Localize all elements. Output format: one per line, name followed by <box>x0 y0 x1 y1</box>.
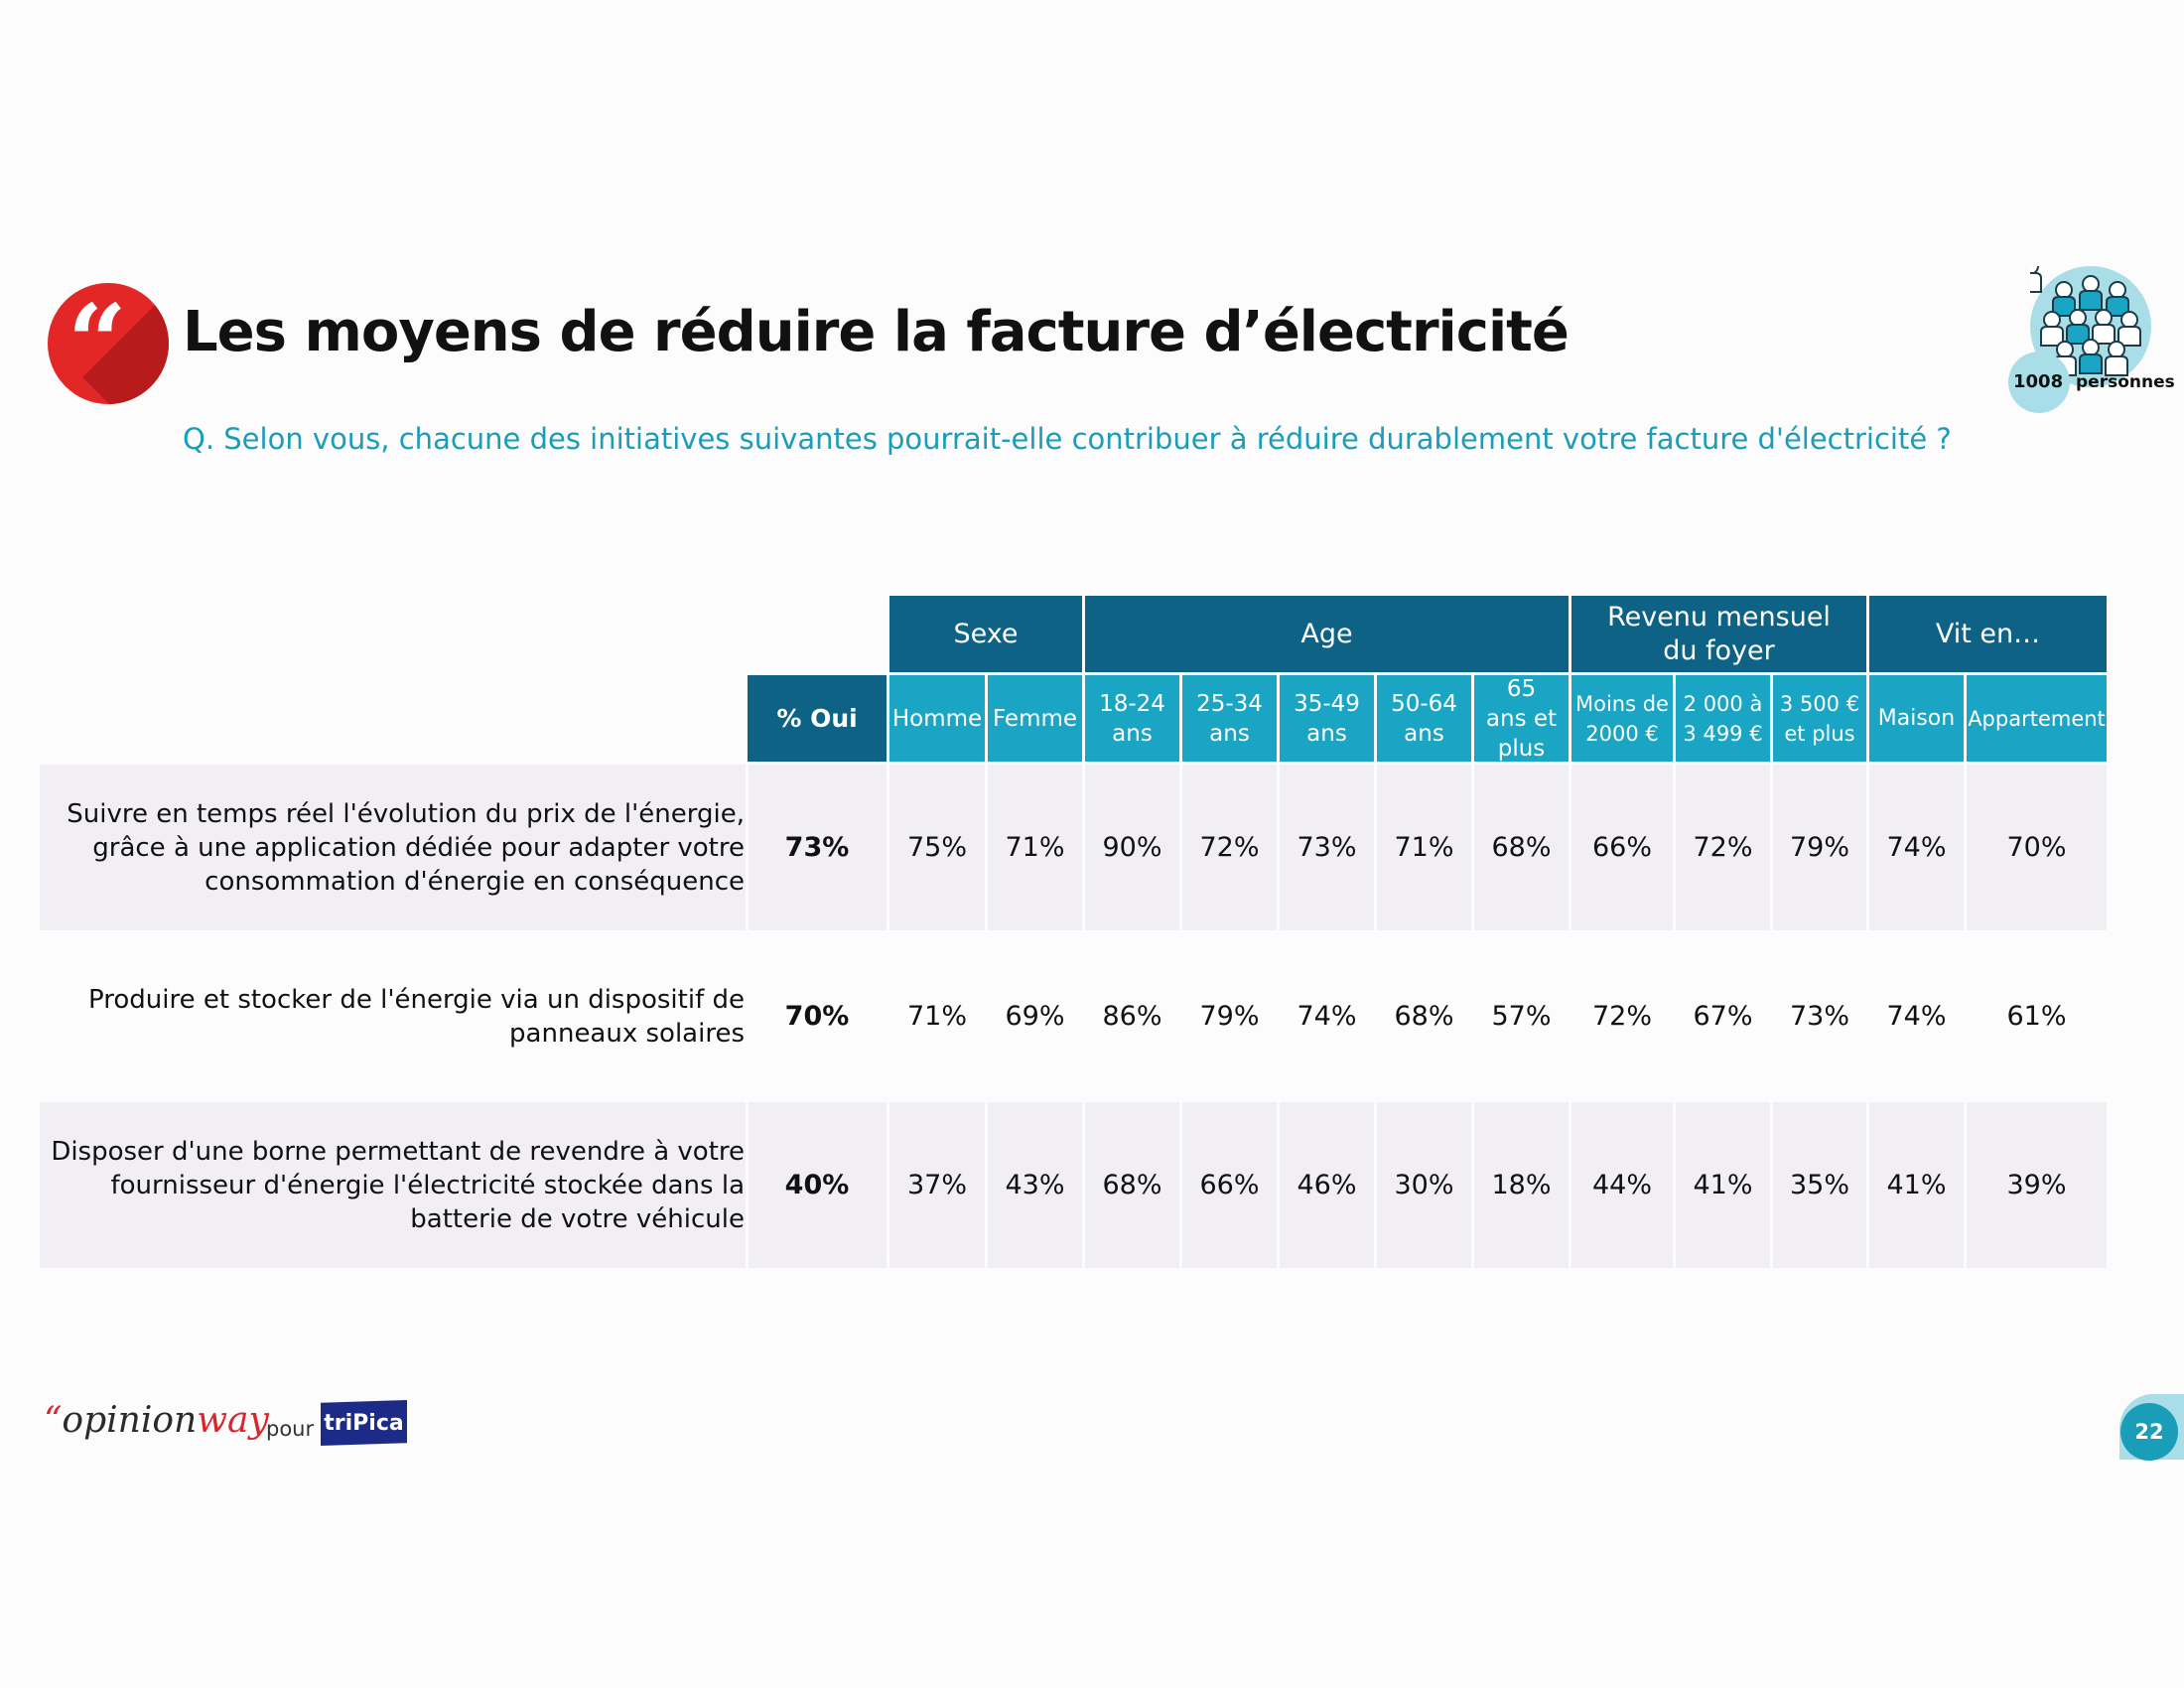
table-cell: 43% <box>1005 1170 1065 1200</box>
row-label-borne-revente: Disposer d'une borne permettant de reven… <box>51 1136 745 1234</box>
col-header-appartement: Appartement <box>1967 675 2107 762</box>
pour-text: pour <box>266 1417 315 1441</box>
table-cell: 71% <box>1394 832 1454 863</box>
group-header-sexe: Sexe <box>889 596 1082 672</box>
col-header-femme: Femme <box>988 675 1082 762</box>
total-header: % Oui <box>748 675 887 762</box>
table-cell: 72% <box>1591 1001 1652 1032</box>
table-cell: 30% <box>1394 1170 1454 1200</box>
table-cell: 37% <box>906 1170 967 1200</box>
row-total: 40% <box>784 1170 850 1200</box>
table-cell: 41% <box>1693 1170 1753 1200</box>
table-cell: 35% <box>1789 1170 1849 1200</box>
table-cell: 39% <box>2006 1170 2067 1200</box>
table-cell: 73% <box>1297 832 1357 863</box>
col-header-3500-plus: 3 500 € et plus <box>1773 675 1866 762</box>
row-label-panneaux-solaires: Produire et stocker de l'énergie via un … <box>88 984 745 1049</box>
table-cell: 71% <box>1005 832 1065 863</box>
sample-count: 1008 <box>2013 371 2064 392</box>
table-cell: 18% <box>1491 1170 1552 1200</box>
col-header-moins-2000: Moins de 2000 € <box>1571 675 1673 762</box>
table-cell: 46% <box>1297 1170 1357 1200</box>
col-header-25-34: 25-34 ans <box>1182 675 1277 762</box>
page-number: 22 <box>2120 1403 2178 1461</box>
table-cell: 71% <box>906 1001 967 1032</box>
table-cell: 69% <box>1005 1001 1065 1032</box>
col-header-maison: Maison <box>1869 675 1964 762</box>
col-header-18-24: 18-24 ans <box>1085 675 1179 762</box>
table-cell: 72% <box>1199 832 1260 863</box>
table-cell: 66% <box>1591 832 1652 863</box>
table-cell: 44% <box>1591 1170 1652 1200</box>
opinionway-logo: “opinionway <box>44 1400 269 1441</box>
page-title: Les moyens de réduire la facture d’élect… <box>183 300 1570 364</box>
table-cell: 74% <box>1886 1001 1947 1032</box>
row-total: 70% <box>784 1001 850 1032</box>
table-cell: 61% <box>2006 1001 2067 1032</box>
group-header-revenu: Revenu mensuel du foyer <box>1571 596 1866 672</box>
sample-unit: personnes <box>2076 372 2175 392</box>
col-header-2000-3499: 2 000 à 3 499 € <box>1676 675 1770 762</box>
table-cell: 57% <box>1491 1001 1552 1032</box>
table-cell: 86% <box>1102 1001 1162 1032</box>
col-header-65-plus: 65 ans et plus <box>1474 675 1569 762</box>
table-cell: 90% <box>1102 832 1162 863</box>
table-cell: 68% <box>1102 1170 1162 1200</box>
table-cell: 73% <box>1789 1001 1849 1032</box>
table-cell: 79% <box>1199 1001 1260 1032</box>
table-cell: 68% <box>1491 832 1552 863</box>
group-header-vit-en: Vit en… <box>1869 596 2107 672</box>
col-header-homme: Homme <box>889 675 985 762</box>
table-cell: 68% <box>1394 1001 1454 1032</box>
row-label-suivre-prix: Suivre en temps réel l'évolution du prix… <box>67 798 745 897</box>
table-cell: 79% <box>1789 832 1849 863</box>
table-cell: 72% <box>1693 832 1753 863</box>
table-cell: 67% <box>1693 1001 1753 1032</box>
table-cell: 70% <box>2006 832 2067 863</box>
table-cell: 74% <box>1297 1001 1357 1032</box>
group-header-age: Age <box>1085 596 1569 672</box>
table-cell: 75% <box>906 832 967 863</box>
sample-size-badge: 1008 personnes <box>2005 257 2175 415</box>
quote-mark: “ <box>68 283 127 403</box>
col-header-35-49: 35-49 ans <box>1280 675 1374 762</box>
table-cell: 41% <box>1886 1170 1947 1200</box>
tripica-logo: triPica <box>321 1400 407 1446</box>
col-header-50-64: 50-64 ans <box>1377 675 1471 762</box>
survey-question: Q. Selon vous, chacune des initiatives s… <box>183 422 1952 456</box>
table-cell: 66% <box>1199 1170 1260 1200</box>
table-cell: 74% <box>1886 832 1947 863</box>
row-total: 73% <box>784 832 850 863</box>
quote-icon: “ <box>48 283 169 404</box>
